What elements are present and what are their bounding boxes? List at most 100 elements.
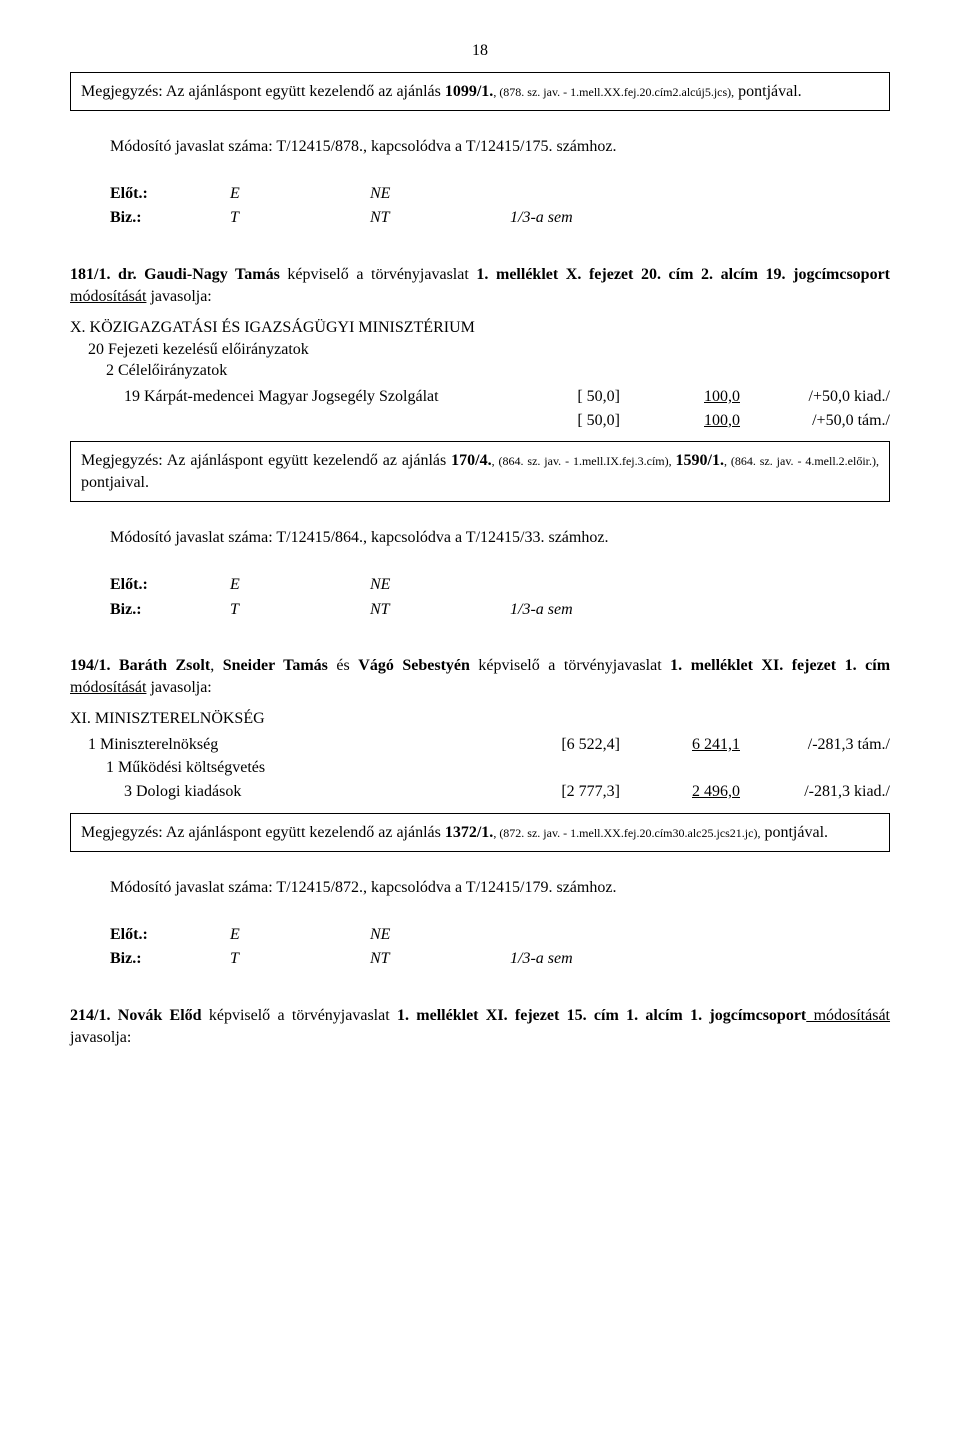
section-text: képviselő a törvényjavaslat (280, 266, 477, 283)
section-ref: 1. melléklet XI. fejezet 1. cím (670, 657, 890, 674)
note1-bold: 1099/1. (445, 83, 493, 100)
row-c2: 100,0 (620, 410, 740, 432)
section-name: Vágó Sebestyén (358, 657, 470, 674)
note3-text: Megjegyzés: Az ajánláspont együtt kezele… (81, 824, 445, 841)
vote-cell: Biz.: (110, 601, 142, 618)
sep: , (210, 657, 223, 674)
note2-text-b: pontjaival. (81, 474, 149, 491)
page-number: 18 (70, 40, 890, 62)
vote-block-2: Előt.: E NE Biz.: T NT 1/3-a sem (110, 574, 890, 620)
section-num: 194/1. (70, 657, 119, 674)
row-c3: /-281,3 kiad./ (740, 781, 890, 803)
section-194-1-head: 194/1. Baráth Zsolt, Sneider Tamás és Vá… (70, 655, 890, 698)
row-c1 (500, 757, 620, 779)
vote-cell: Biz.: (110, 209, 142, 226)
vote-cell: NE (370, 574, 510, 596)
vote-label: Biz.: (110, 599, 230, 621)
row-c3: /+50,0 tám./ (740, 410, 890, 432)
row-c2: 100,0 (620, 386, 740, 408)
section-text: javasolja: (70, 1029, 131, 1046)
row-c1: [ 50,0] (500, 410, 620, 432)
row-c1: [6 522,4] (500, 734, 620, 756)
vote-cell: Előt.: (110, 926, 148, 943)
row-label: 1 Működési költségvetés (106, 757, 500, 779)
vote-label: Biz.: (110, 207, 230, 229)
vote-cell: NE (370, 183, 510, 205)
body-line: 20 Fejezeti kezelésű előirányzatok (88, 339, 890, 361)
vote-block-1: Előt.: E NE Biz.: T NT 1/3-a sem (110, 183, 890, 229)
data-table-2: 1 Miniszterelnökség [6 522,4] 6 241,1 /-… (70, 734, 890, 803)
vote-cell: Előt.: (110, 185, 148, 202)
section-181-1-head: 181/1. dr. Gaudi-Nagy Tamás képviselő a … (70, 264, 890, 307)
note1-text-b: pontjával. (734, 83, 802, 100)
vote-cell: 1/3-a sem (510, 948, 573, 970)
row-c2: 6 241,1 (620, 734, 740, 756)
note3-small: , (872. sz. jav. - 1.mell.XX.fej.20.cím3… (493, 826, 760, 840)
vote-cell: NE (370, 924, 510, 946)
mod-proposal-2: Módosító javaslat száma: T/12415/864., k… (110, 527, 890, 549)
row-label: 3 Dologi kiadások (124, 781, 500, 803)
body-line: 2 Célelőirányzatok (106, 360, 890, 382)
note2-bold: 170/4. (451, 452, 491, 469)
vote-cell: 1/3-a sem (510, 599, 573, 621)
section-text: képviselő a törvényjavaslat (470, 657, 670, 674)
vote-cell: T (230, 207, 370, 229)
vote-row: Előt.: E NE (110, 574, 890, 596)
section-ref: 1. melléklet XI. fejezet 15. cím 1. alcí… (397, 1007, 806, 1024)
mod-proposal-3: Módosító javaslat száma: T/12415/872., k… (110, 877, 890, 899)
section-text: javasolja: (146, 679, 211, 696)
row-c2: 2 496,0 (620, 781, 740, 803)
note-box-1: Megjegyzés: Az ajánláspont együtt kezele… (70, 72, 890, 112)
note2-bold2: 1590/1. (676, 452, 724, 469)
vote-cell: Előt.: (110, 576, 148, 593)
section-name: Baráth Zsolt (119, 657, 210, 674)
note2-small2: , (864. sz. jav. - 4.mell.2.előir.), (724, 454, 879, 468)
row-c1: [2 777,3] (500, 781, 620, 803)
note2-text: Megjegyzés: Az ajánláspont együtt kezele… (81, 452, 451, 469)
vote-block-3: Előt.: E NE Biz.: T NT 1/3-a sem (110, 924, 890, 970)
row-c3: /-281,3 tám./ (740, 734, 890, 756)
row-label: 1 Miniszterelnökség (88, 734, 500, 756)
row-label: 19 Kárpát-medencei Magyar Jogsegély Szol… (124, 386, 500, 408)
vote-label: Előt.: (110, 183, 230, 205)
note-box-2: Megjegyzés: Az ajánláspont együtt kezele… (70, 441, 890, 502)
row-label (124, 410, 500, 432)
vote-row: Biz.: T NT 1/3-a sem (110, 207, 890, 229)
vote-cell: T (230, 599, 370, 621)
sep: és (328, 657, 358, 674)
note1-text: Megjegyzés: Az ajánláspont együtt kezele… (81, 83, 445, 100)
row-c1: [ 50,0] (500, 386, 620, 408)
vote-cell: T (230, 948, 370, 970)
section-214-1-head: 214/1. Novák Előd képviselő a törvényjav… (70, 1005, 890, 1048)
row-c3 (740, 757, 890, 779)
vote-cell: E (230, 574, 370, 596)
vote-cell: NT (370, 599, 510, 621)
vote-row: Biz.: T NT 1/3-a sem (110, 948, 890, 970)
row-c2 (620, 757, 740, 779)
body-line: X. KÖZIGAZGATÁSI ÉS IGAZSÁGÜGYI MINISZTÉ… (70, 317, 890, 339)
section-text: képviselő a törvényjavaslat (202, 1007, 397, 1024)
section-num: 214/1. Novák Előd (70, 1007, 202, 1024)
section-underline: módosítását (806, 1007, 890, 1024)
vote-cell: 1/3-a sem (510, 207, 573, 229)
note1-small: , (878. sz. jav. - 1.mell.XX.fej.20.cím2… (493, 85, 734, 99)
vote-label: Előt.: (110, 924, 230, 946)
section-name: Sneider Tamás (223, 657, 328, 674)
vote-cell: E (230, 183, 370, 205)
vote-cell: Biz.: (110, 950, 142, 967)
section-text: javasolja: (146, 288, 211, 305)
vote-row: Előt.: E NE (110, 183, 890, 205)
note2-small: , (864. sz. jav. - 1.mell.IX.fej.3.cím), (492, 454, 676, 468)
section-ref: 1. melléklet X. fejezet 20. cím 2. alcím… (476, 266, 890, 283)
table-row: [ 50,0] 100,0 /+50,0 tám./ (70, 410, 890, 432)
row-c3: /+50,0 kiad./ (740, 386, 890, 408)
body-line: XI. MINISZTERELNÖKSÉG (70, 708, 890, 730)
mod-proposal-1: Módosító javaslat száma: T/12415/878., k… (110, 136, 890, 158)
vote-cell: E (230, 924, 370, 946)
table-row: 1 Miniszterelnökség [6 522,4] 6 241,1 /-… (70, 734, 890, 756)
table-row: 3 Dologi kiadások [2 777,3] 2 496,0 /-28… (70, 781, 890, 803)
section-num: 181/1. dr. Gaudi-Nagy Tamás (70, 266, 280, 283)
table-row: 1 Működési költségvetés (70, 757, 890, 779)
note3-bold: 1372/1. (445, 824, 493, 841)
table-row: 19 Kárpát-medencei Magyar Jogsegély Szol… (70, 386, 890, 408)
